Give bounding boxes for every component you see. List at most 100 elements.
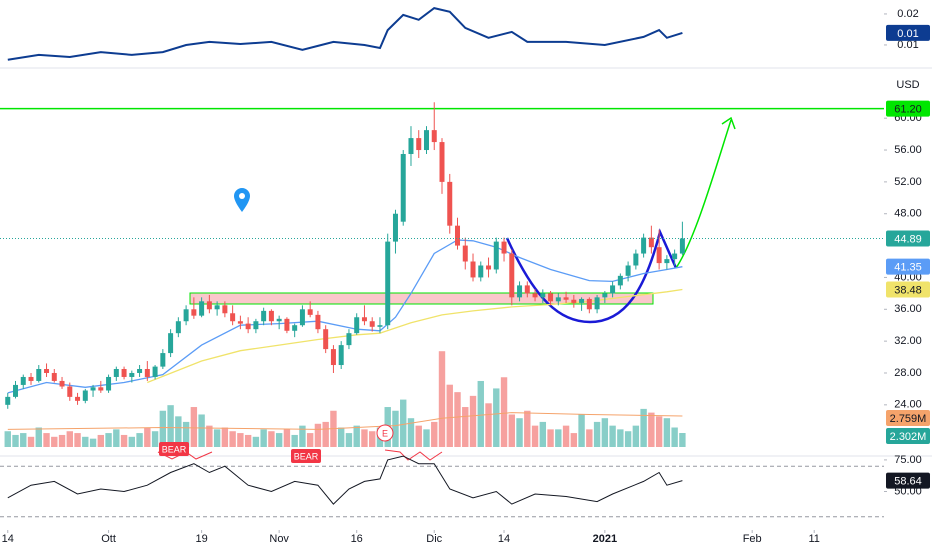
volume-bar <box>275 433 283 447</box>
candle-body <box>253 321 259 330</box>
candle-body <box>137 369 143 373</box>
y-tick-label: 36.00 <box>894 303 922 315</box>
moving-average-label: 38.48 <box>894 284 922 296</box>
volume-bar <box>66 431 73 447</box>
candle-body <box>563 297 569 300</box>
candle-body <box>168 333 174 354</box>
volume-bar <box>20 433 27 447</box>
x-tick-label: 14 <box>498 533 510 545</box>
volume-bar <box>237 433 244 447</box>
volume-bar <box>229 431 236 447</box>
candle-body <box>455 225 461 246</box>
candle-body <box>199 301 205 316</box>
volume-bar <box>617 429 624 447</box>
volume-bar <box>415 425 422 447</box>
candle-body <box>268 310 274 322</box>
candle-body <box>90 387 96 391</box>
candle-body <box>478 265 484 278</box>
currency-label: USD <box>896 79 919 91</box>
volume-bar <box>74 433 81 447</box>
candle-body <box>610 285 616 294</box>
annotation-circle <box>376 424 394 442</box>
candle-body <box>237 321 243 324</box>
volume-bar <box>322 421 329 447</box>
volume-bar <box>493 388 500 447</box>
volume-bar <box>369 431 376 447</box>
volume-bar <box>500 377 508 447</box>
candle-body <box>431 130 437 143</box>
candle-body <box>524 285 530 294</box>
candle-body <box>261 310 267 322</box>
volume-bar <box>400 399 407 447</box>
x-tick-label: Dic <box>426 533 442 545</box>
last-value-label-box <box>886 472 930 489</box>
volume-bar <box>105 433 112 447</box>
volume-bar <box>337 427 345 447</box>
volume-bar <box>283 429 291 447</box>
volume-bar <box>601 418 609 447</box>
volume-bar <box>469 395 477 447</box>
volume-bar <box>423 429 430 447</box>
annotation-box <box>159 442 189 456</box>
last-value-label: 0.01 <box>897 28 918 40</box>
candle-body <box>571 299 577 303</box>
candle-body <box>51 372 57 381</box>
volume-bar <box>446 384 453 447</box>
volume-bar <box>593 421 601 447</box>
support-zone <box>189 292 654 305</box>
volume-bar <box>361 429 368 447</box>
volume-ma-label-box <box>886 409 930 426</box>
volume-bar <box>136 433 143 447</box>
candle-body <box>501 241 507 254</box>
volume-bar <box>206 425 213 447</box>
candle-body <box>175 321 181 334</box>
candle-body <box>656 247 662 264</box>
indicator-line <box>7 7 683 61</box>
volume-bar <box>555 429 562 447</box>
x-tick-label: 19 <box>195 533 207 545</box>
candle-body <box>106 376 112 391</box>
y-tick-label: 24.00 <box>894 399 922 411</box>
moving-average <box>147 288 683 384</box>
volume-bar <box>213 429 221 447</box>
volume-bar <box>89 438 97 447</box>
volume-bar <box>151 431 159 447</box>
moving-average-label-box <box>886 281 930 298</box>
volume-bar <box>175 416 182 447</box>
candle-body <box>361 317 367 322</box>
candle-body <box>67 386 73 397</box>
volume-bar <box>438 351 446 447</box>
candle-body <box>222 305 228 314</box>
volume-bar <box>671 427 678 447</box>
volume-bar <box>58 434 66 447</box>
candle-body <box>672 253 678 260</box>
candle-body <box>617 275 623 286</box>
volume-bar <box>43 433 50 447</box>
volume-bar <box>167 405 174 447</box>
y-tick-label: 0.01 <box>897 39 918 51</box>
candle-body <box>307 309 313 315</box>
candle-body <box>44 369 50 373</box>
candle-body <box>633 253 639 266</box>
x-tick-label: 14 <box>2 533 14 545</box>
indicator-line <box>7 455 683 505</box>
volume-ma-line <box>7 412 683 430</box>
volume-label: 2.302M <box>890 431 927 443</box>
x-tick-label: Nov <box>269 533 289 545</box>
annotation-box <box>291 449 321 463</box>
y-tick-label: 56.00 <box>894 144 922 156</box>
candle-body <box>346 333 352 346</box>
volume-bar <box>182 421 190 447</box>
volume-bar <box>27 436 35 447</box>
volume-bar <box>353 425 360 447</box>
candle-body <box>330 349 336 366</box>
candle-body <box>13 384 19 397</box>
candle-body <box>679 238 685 254</box>
volume-bar <box>531 425 539 447</box>
volume-bar <box>624 431 632 447</box>
volume-bar <box>159 410 167 447</box>
candle-body <box>129 372 135 377</box>
candle-body <box>214 305 220 310</box>
candle-body <box>276 318 282 322</box>
